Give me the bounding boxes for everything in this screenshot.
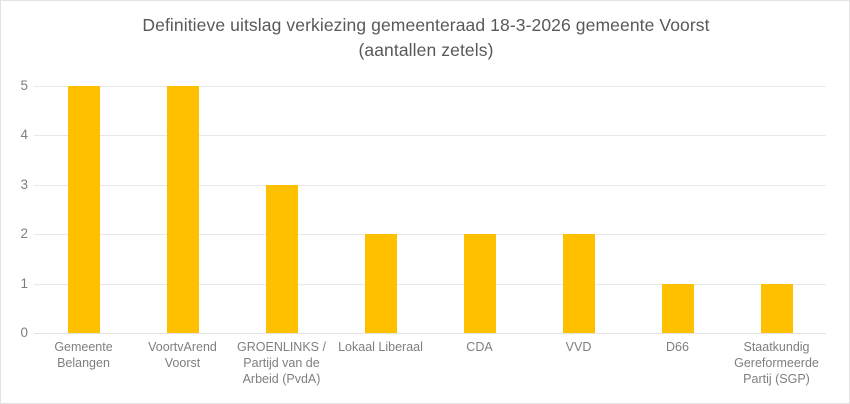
y-tick-label-0: 0 — [20, 325, 28, 340]
y-tick-label-2: 2 — [20, 226, 28, 242]
x-axis-label: Lokaal Liberaal — [338, 340, 423, 354]
x-axis-label: GROENLINKS / Partijd van de Arbeid (PvdA… — [237, 340, 326, 386]
gridline-1 — [34, 283, 826, 285]
gridline-2 — [34, 234, 826, 236]
x-axis-label: Staatkundig Gereformeerde Partij (SGP) — [734, 340, 819, 386]
bar-band — [232, 86, 331, 333]
bar[interactable] — [463, 234, 496, 333]
chart-title-line-2: (aantallen zetels) — [358, 40, 494, 60]
bar[interactable] — [661, 283, 694, 333]
chart-title-line-1: Definitieve uitslag verkiezing gemeenter… — [142, 15, 710, 35]
chart-title: Definitieve uitslag verkiezing gemeenter… — [1, 13, 849, 63]
gridline-3 — [34, 184, 826, 186]
bar-band — [133, 86, 232, 333]
bar[interactable] — [760, 283, 793, 333]
bar[interactable] — [265, 184, 298, 333]
y-tick-label-5: 5 — [20, 78, 28, 93]
x-axis-label: Gemeente Belangen — [54, 340, 113, 370]
gridline-4 — [34, 135, 826, 137]
bar-band — [529, 86, 628, 333]
y-tick-label-1: 1 — [20, 275, 28, 291]
y-tick-label-4: 4 — [20, 127, 28, 143]
bar-band — [430, 86, 529, 333]
bar[interactable] — [562, 234, 595, 333]
bar[interactable] — [67, 86, 100, 333]
x-axis-label: VoortvArend Voorst — [148, 340, 217, 370]
bar-band — [628, 86, 727, 333]
gridline-5 — [34, 86, 826, 87]
bar-series — [34, 86, 826, 333]
bar-band — [331, 86, 430, 333]
x-axis-label: D66 — [666, 340, 689, 354]
bar-band — [727, 86, 826, 333]
bar-band — [34, 86, 133, 333]
x-axis-labels: Gemeente Belangen VoortvArend Voorst GROEN… — [34, 339, 826, 401]
plot-area — [34, 86, 826, 334]
y-tick-label-3: 3 — [20, 176, 28, 192]
x-axis-label: VVD — [565, 340, 592, 354]
bar[interactable] — [364, 234, 397, 333]
x-axis-label: CDA — [466, 340, 493, 354]
bar[interactable] — [166, 86, 199, 333]
y-axis: 0 1 2 3 4 5 — [1, 79, 28, 339]
gridline-0 — [34, 333, 826, 334]
